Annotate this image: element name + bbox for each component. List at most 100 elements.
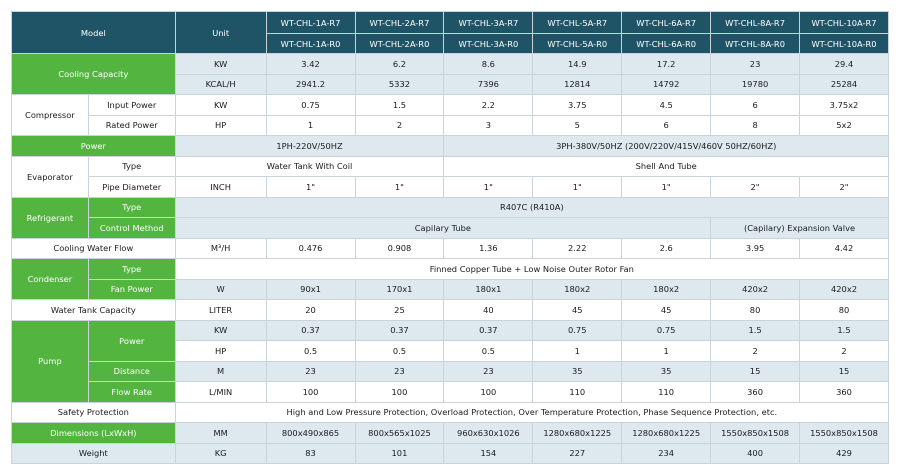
spec-table: Model Unit WT-CHL-1A-R7 WT-CHL-2A-R7 WT-… (11, 11, 890, 464)
value-cell: 5x2 (799, 114, 889, 136)
unit-cell: KG (174, 442, 267, 464)
pump-hp-row: HP 0.5 0.5 0.5 1 1 2 2 (12, 340, 889, 362)
unit-cell: M³/H (174, 237, 267, 259)
value-cell: 35 (621, 360, 712, 382)
value-cell: 180x2 (621, 278, 712, 300)
value-cell: 1 (532, 340, 623, 362)
value-cell: 100 (265, 381, 356, 403)
pipe-diameter-label: Pipe Diameter (87, 176, 176, 198)
value-cell: 429 (799, 442, 889, 464)
unit-header: Unit (174, 11, 267, 54)
pump-kw-row: Pump Power KW 0.37 0.37 0.37 0.75 0.75 1… (11, 319, 889, 403)
value-cell: 23 (710, 53, 801, 75)
condenser-fan-row: Fan Power W 90x1 170x1 180x1 180x2 180x2… (12, 278, 889, 300)
value-cell: 1" (621, 176, 712, 198)
safety-row: Safety Protection High and Low Pressure … (11, 401, 890, 423)
pump-flow-label: Flow Rate (87, 381, 176, 403)
evaporator-type-shell: Shell And Tube (443, 155, 889, 177)
value-cell: 800x490x865 (265, 422, 356, 444)
input-power-label: Input Power (87, 94, 176, 116)
value-cell: 6.2 (354, 53, 445, 75)
cooling-capacity-label: Cooling Capacity (11, 53, 176, 95)
value-cell: 80 (710, 299, 801, 321)
condenser-type-value: Finned Copper Tube + Low Noise Outer Rot… (174, 258, 890, 280)
value-cell: 154 (443, 442, 534, 464)
value-cell: 15 (710, 360, 801, 382)
value-cell: 1 (265, 114, 356, 136)
value-cell: 23 (443, 360, 534, 382)
unit-cell: W (174, 278, 267, 300)
value-cell: 0.908 (354, 237, 445, 259)
value-cell: 1550x850x1508 (799, 422, 889, 444)
value-cell: 170x1 (354, 278, 445, 300)
value-cell: 1" (354, 176, 445, 198)
refrigerant-type-value: R407C (R410A) (174, 196, 890, 218)
model-r0: WT-CHL-10A-R0 (799, 33, 889, 54)
evaporator-label: Evaporator (11, 155, 89, 198)
value-cell: 0.37 (354, 319, 445, 341)
unit-cell: HP (174, 340, 267, 362)
unit-cell: KW (174, 94, 267, 116)
pump-flow-row: Flow Rate L/MIN 100 100 100 110 110 360 … (12, 381, 889, 403)
model-r0: WT-CHL-1A-R0 (265, 33, 356, 54)
value-cell: 0.5 (443, 340, 534, 362)
model-r7: WT-CHL-5A-R7 (532, 11, 623, 34)
model-r7: WT-CHL-10A-R7 (799, 11, 889, 34)
value-cell: 1280x680x1225 (621, 422, 712, 444)
value-cell: 0.37 (443, 319, 534, 341)
value-cell: 35 (532, 360, 623, 382)
value-cell: 1 (621, 340, 712, 362)
value-cell: 15 (799, 360, 889, 382)
value-cell: 960x630x1026 (443, 422, 534, 444)
model-r7: WT-CHL-3A-R7 (443, 11, 534, 34)
value-cell: 1280x680x1225 (532, 422, 623, 444)
evaporator-type-row: Evaporator Type Water Tank With Coil She… (11, 155, 889, 198)
model-r0: WT-CHL-2A-R0 (354, 33, 445, 54)
value-cell: 1550x850x1508 (710, 422, 801, 444)
value-cell: 2.2 (443, 94, 534, 116)
pump-distance-label: Distance (87, 360, 176, 382)
unit-cell: INCH (174, 176, 267, 198)
value-cell: 7396 (443, 73, 534, 95)
value-cell: 227 (532, 442, 623, 464)
value-cell: 4.5 (621, 94, 712, 116)
cooling-kw-row: Cooling Capacity KW 3.42 6.2 8.6 14.9 17… (11, 53, 889, 95)
value-cell: 1.5 (710, 319, 801, 341)
value-cell: 110 (532, 381, 623, 403)
value-cell: 2" (710, 176, 801, 198)
model-r7: WT-CHL-1A-R7 (265, 11, 356, 34)
value-cell: 6 (621, 114, 712, 136)
control-capillary: Capilary Tube (174, 217, 712, 239)
safety-value: High and Low Pressure Protection, Overlo… (174, 401, 890, 423)
model-r0: WT-CHL-8A-R0 (710, 33, 801, 54)
control-expansion: (Capilary) Expansion Valve (710, 217, 889, 239)
compressor-label: Compressor (11, 94, 89, 136)
model-r0: WT-CHL-6A-R0 (621, 33, 712, 54)
value-cell: 400 (710, 442, 801, 464)
cooling-kcal-row: KCAL/H 2941.2 5332 7396 12814 14792 1978… (12, 73, 889, 95)
safety-label: Safety Protection (11, 401, 176, 423)
compressor-rated-row: Rated Power HP 1 2 3 5 6 8 5x2 (12, 114, 889, 136)
model-r7: WT-CHL-2A-R7 (354, 11, 445, 34)
weight-label: Weight (11, 442, 176, 464)
unit-cell: KCAL/H (174, 73, 267, 95)
header-row-r0: WT-CHL-1A-R0 WT-CHL-2A-R0 WT-CHL-3A-R0 W… (12, 33, 889, 54)
value-cell: 40 (443, 299, 534, 321)
value-cell: 1" (532, 176, 623, 198)
unit-cell: KW (174, 319, 267, 341)
evaporator-pipe-row: Pipe Diameter INCH 1" 1" 1" 1" 1" 2" 2" (12, 176, 889, 198)
dimensions-label: Dimensions (LxWxH) (11, 422, 176, 444)
refrigerant-control-row: Control Method Capilary Tube (Capilary) … (12, 217, 889, 239)
value-cell: 2.6 (621, 237, 712, 259)
value-cell: 14.9 (532, 53, 623, 75)
rated-power-label: Rated Power (87, 114, 176, 136)
evaporator-type-coil: Water Tank With Coil (174, 155, 445, 177)
value-cell: 0.5 (265, 340, 356, 362)
value-cell: 5 (532, 114, 623, 136)
condenser-label: Condenser (11, 258, 89, 300)
model-r7: WT-CHL-6A-R7 (621, 11, 712, 34)
compressor-input-row: Compressor Input Power KW 0.75 1.5 2.2 3… (11, 94, 889, 136)
cooling-water-row: Cooling Water Flow M³/H 0.476 0.908 1.36… (11, 237, 889, 259)
value-cell: 2 (710, 340, 801, 362)
value-cell: 90x1 (265, 278, 356, 300)
